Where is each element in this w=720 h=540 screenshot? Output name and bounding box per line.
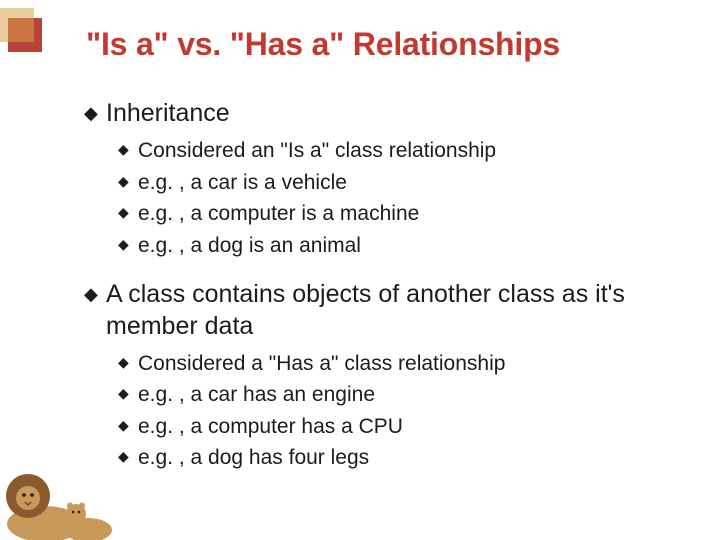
bullet-l2: ◆ e.g. , a computer is a machine <box>118 198 680 230</box>
diamond-bullet-icon: ◆ <box>118 379 138 407</box>
slide-content: ◆ Inheritance ◆ Considered an "Is a" cla… <box>84 98 680 492</box>
bullet-l2: ◆ e.g. , a computer has a CPU <box>118 411 680 443</box>
bullet-l1-row: ◆ Inheritance <box>84 98 680 129</box>
bullet-l2: ◆ Considered an "Is a" class relationshi… <box>118 135 680 167</box>
corner-decoration <box>0 0 60 60</box>
diamond-bullet-icon: ◆ <box>84 279 106 309</box>
bullet-l2-text: e.g. , a dog has four legs <box>138 442 680 474</box>
diamond-bullet-icon: ◆ <box>118 135 138 163</box>
diamond-bullet-icon: ◆ <box>118 167 138 195</box>
bullet-l2-text: Considered an "Is a" class relationship <box>138 135 680 167</box>
bullet-l2-text: e.g. , a car is a vehicle <box>138 167 680 199</box>
bullet-l2-list: ◆ Considered an "Is a" class relationshi… <box>118 135 680 261</box>
diamond-bullet-icon: ◆ <box>118 230 138 258</box>
diamond-bullet-icon: ◆ <box>118 442 138 470</box>
diamond-bullet-icon: ◆ <box>118 348 138 376</box>
bullet-l2-text: Considered a "Has a" class relationship <box>138 348 680 380</box>
bullet-l1-text: A class contains objects of another clas… <box>106 279 680 342</box>
bullet-l2-text: e.g. , a dog is an animal <box>138 230 680 262</box>
bullet-l1: ◆ Inheritance ◆ Considered an "Is a" cla… <box>84 98 680 261</box>
bullet-l2-text: e.g. , a car has an engine <box>138 379 680 411</box>
bullet-l1: ◆ A class contains objects of another cl… <box>84 279 680 474</box>
bullet-l1-text: Inheritance <box>106 98 680 129</box>
bullet-l2-text: e.g. , a computer is a machine <box>138 198 680 230</box>
bullet-l2: ◆ e.g. , a dog has four legs <box>118 442 680 474</box>
deco-square-front <box>0 8 34 42</box>
bullet-l2: ◆ e.g. , a dog is an animal <box>118 230 680 262</box>
diamond-bullet-icon: ◆ <box>118 198 138 226</box>
bullet-l2: ◆ Considered a "Has a" class relationshi… <box>118 348 680 380</box>
bullet-l2: ◆ e.g. , a car has an engine <box>118 379 680 411</box>
bullet-l2-list: ◆ Considered a "Has a" class relationshi… <box>118 348 680 474</box>
diamond-bullet-icon: ◆ <box>118 411 138 439</box>
bullet-l1-row: ◆ A class contains objects of another cl… <box>84 279 680 342</box>
diamond-bullet-icon: ◆ <box>84 98 106 128</box>
bullet-l2: ◆ e.g. , a car is a vehicle <box>118 167 680 199</box>
bullet-l2-text: e.g. , a computer has a CPU <box>138 411 680 443</box>
slide-title: "Is a" vs. "Has a" Relationships <box>86 26 560 63</box>
